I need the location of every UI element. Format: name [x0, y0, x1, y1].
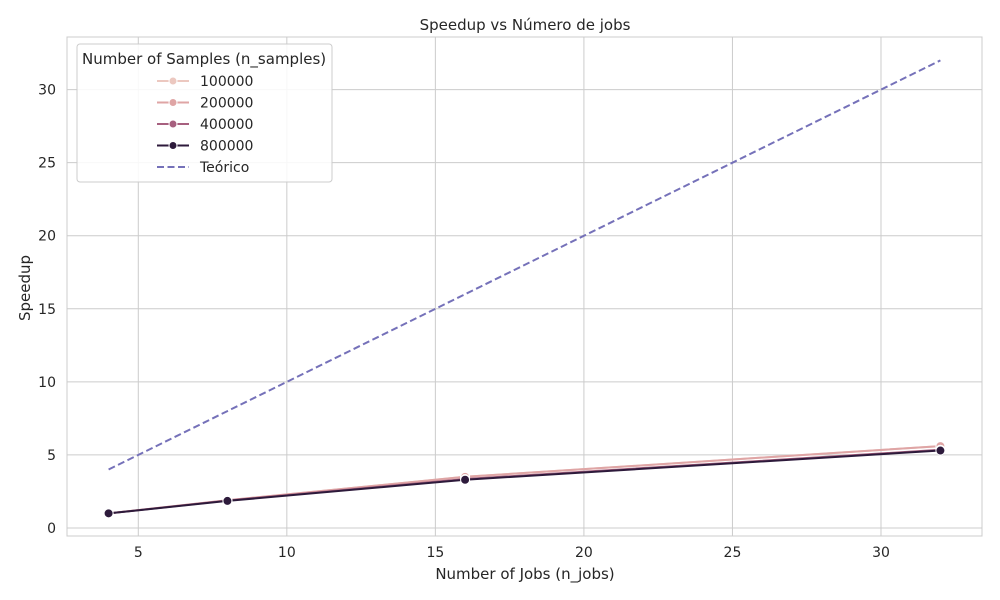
legend-entry: 800000	[157, 139, 253, 155]
x-tick-label: 15	[426, 545, 444, 561]
x-tick-label: 30	[872, 545, 890, 561]
data-point	[103, 508, 114, 519]
data-point	[935, 445, 946, 456]
grid	[67, 37, 982, 536]
series-line-800000	[108, 449, 941, 515]
y-tick-label: 10	[38, 375, 56, 391]
legend-entries: 100000 200000 400000 800000 Teórico	[157, 74, 253, 176]
y-axis-label: Speedup	[16, 255, 34, 321]
legend-label: 800000	[200, 139, 253, 155]
y-axis-ticks: 0 5 10 15 20 25 30	[38, 83, 56, 537]
x-tick-label: 5	[134, 545, 143, 561]
y-tick-label: 25	[38, 156, 56, 172]
series-line-te-rico	[108, 59, 941, 471]
x-tick-label: 20	[575, 545, 593, 561]
data-point	[222, 495, 233, 506]
legend-label: 400000	[200, 117, 253, 133]
plot-frame	[66, 36, 983, 537]
y-tick-label: 15	[38, 302, 56, 318]
series-points	[103, 441, 946, 519]
y-tick-label: 5	[47, 448, 56, 464]
x-tick-label: 25	[724, 545, 742, 561]
legend-label: Teórico	[199, 160, 249, 176]
chart-title: Speedup vs Número de jobs	[420, 16, 631, 34]
legend-marker	[168, 76, 178, 86]
legend-box	[76, 43, 333, 183]
legend-title: Number of Samples (n_samples)	[82, 50, 326, 69]
legend: Number of Samples (n_samples) 100000 2000…	[76, 43, 333, 183]
legend-label: 200000	[200, 96, 253, 112]
y-tick-label: 0	[47, 521, 56, 537]
legend-entry: 200000	[157, 96, 253, 112]
legend-entry: 100000	[157, 74, 253, 90]
y-tick-label: 20	[38, 229, 56, 245]
legend-marker	[168, 119, 178, 129]
legend-entry: 400000	[157, 117, 253, 133]
series-lines	[108, 59, 941, 515]
legend-label: 100000	[200, 74, 253, 90]
legend-entry: Teórico	[157, 160, 249, 176]
x-axis-ticks: 5 10 15 20 25 30	[134, 545, 890, 561]
legend-marker	[168, 141, 178, 150]
x-tick-label: 10	[278, 545, 296, 561]
data-point	[460, 474, 471, 485]
legend-marker	[168, 98, 178, 107]
y-tick-label: 30	[38, 83, 56, 99]
x-axis-label: Number of Jobs (n_jobs)	[435, 565, 614, 584]
